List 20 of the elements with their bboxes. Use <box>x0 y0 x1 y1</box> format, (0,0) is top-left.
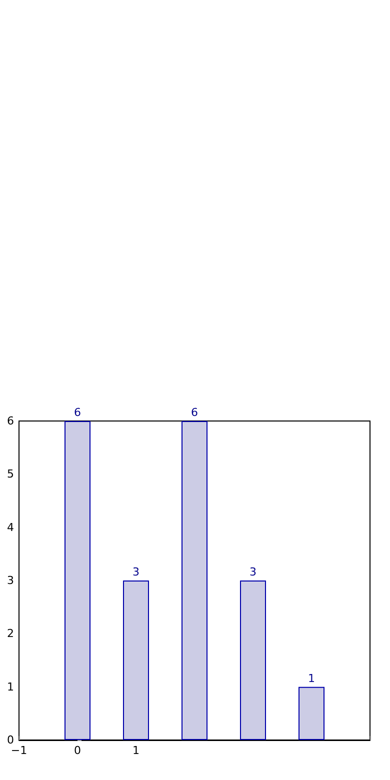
data-label: 3 <box>132 566 140 578</box>
y-tick-label: 2 <box>7 627 14 640</box>
y-tick-label: 4 <box>7 520 14 534</box>
y-tick-label: 1 <box>7 680 14 694</box>
data-label: 1 <box>308 672 315 685</box>
y-tick-label: 0 <box>7 734 14 746</box>
y-tick-label: 5 <box>7 468 14 481</box>
bar <box>64 421 90 740</box>
bar <box>123 580 149 740</box>
data-label: 3 <box>250 566 256 578</box>
x-tick-label: 0 <box>74 744 81 757</box>
bar <box>182 421 208 740</box>
y-tick-label: 6 <box>7 414 14 428</box>
data-label: 6 <box>191 406 198 419</box>
x-tick-label: 1 <box>132 744 140 757</box>
data-label: 6 <box>74 406 81 419</box>
y-tick-label: 3 <box>7 574 14 587</box>
bar <box>240 580 266 740</box>
x-tick-label: −1 <box>10 744 28 757</box>
bar <box>298 686 324 740</box>
